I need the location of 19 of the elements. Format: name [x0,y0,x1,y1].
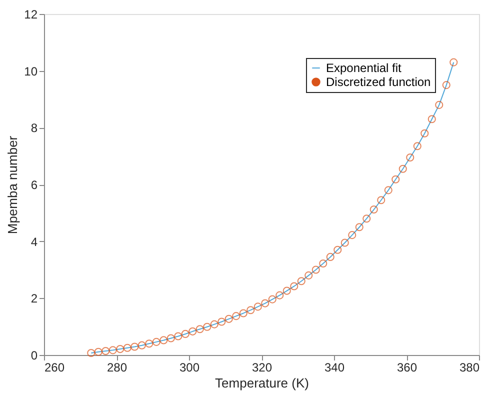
y-tick-label: 12 [24,8,38,22]
x-tick-label: 280 [106,360,128,374]
legend-label: Exponential fit [326,61,402,75]
x-tick-label: 340 [324,360,345,374]
y-axis-title: Mpemba number [5,135,20,234]
x-tick-label: 320 [252,360,272,374]
x-tick-label: 300 [179,360,200,374]
x-tick-label: 360 [396,360,418,374]
y-tick-label: 10 [24,64,38,78]
line-series [90,62,454,354]
x-tick-label: 380 [459,360,480,374]
y-tick-label: 6 [30,178,38,192]
y-tick-label: 2 [30,292,38,306]
legend-label: Discretized function [326,75,431,89]
y-tick-label: 0 [30,348,38,362]
y-tick-label: 8 [30,121,38,136]
x-tick-label: 260 [44,360,65,374]
y-tick-label: 4 [30,234,38,249]
x-axis-title: Temperature (K) [215,376,309,390]
